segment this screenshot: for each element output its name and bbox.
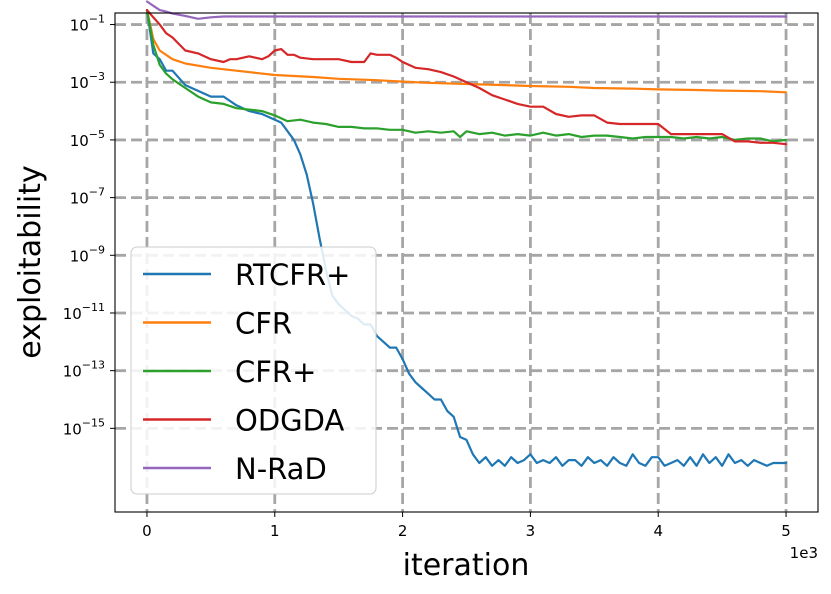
x-axis-label: iteration (403, 548, 530, 583)
y-tick-label: 10−11 (63, 301, 105, 323)
y-tick-label: 10−7 (70, 186, 105, 208)
series-line-cfr (145, 9, 788, 143)
y-tick-label: 10−1 (70, 13, 105, 35)
series-lines (145, 0, 788, 467)
x-axis-ticks: 0 1 2 3 4 5 (142, 512, 791, 540)
x-tick-label: 5 (781, 522, 791, 540)
y-tick-label: 10−5 (70, 128, 105, 150)
legend: RTCFR+ CFR CFR+ ODGDA N-RaD (130, 246, 377, 495)
legend-label: N-RaD (235, 452, 327, 486)
plot-frame (114, 12, 819, 513)
legend-label: CFR (235, 307, 292, 341)
legend-label: RTCFR+ (235, 258, 350, 292)
legend-label: ODGDA (235, 404, 344, 438)
series-line-cfr (145, 9, 788, 94)
x-tick-label: 4 (653, 522, 663, 540)
legend-label: CFR+ (235, 355, 316, 389)
x-tick-label: 3 (526, 522, 536, 540)
series-line-rtcfr (145, 9, 788, 467)
y-tick-label: 10−13 (63, 359, 105, 381)
x-tick-label: 2 (398, 522, 408, 540)
x-offset-label: 1e3 (790, 544, 818, 562)
legend-box (130, 246, 377, 495)
series-line-odgda (145, 9, 788, 146)
y-tick-label: 10−3 (70, 70, 105, 92)
y-tick-label: 10−9 (70, 243, 105, 265)
x-tick-label: 1 (270, 522, 280, 540)
y-tick-label: 10−15 (63, 416, 105, 438)
y-axis-ticks: 10−1 10−3 10−5 10−7 10−9 10−11 10−13 10−15 (63, 13, 115, 438)
y-axis-label: exploitability (13, 165, 48, 358)
series-line-n-rad (145, 0, 788, 20)
x-tick-label: 0 (142, 522, 152, 540)
